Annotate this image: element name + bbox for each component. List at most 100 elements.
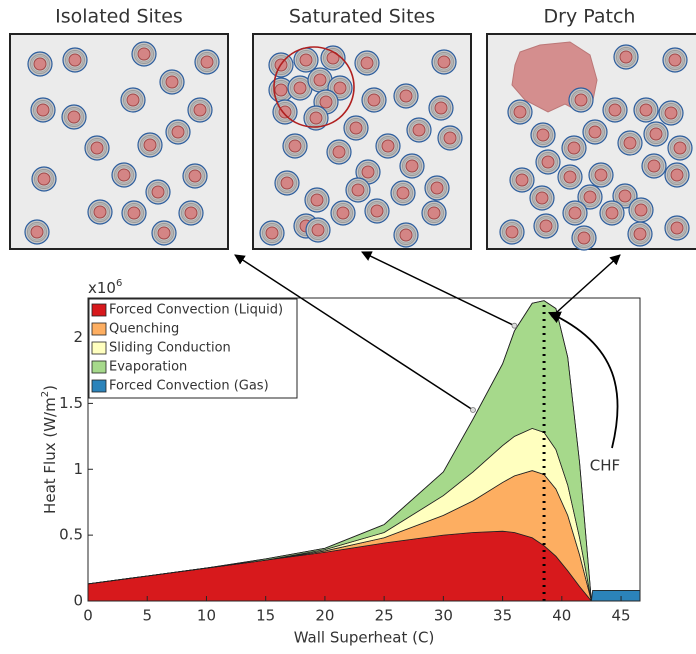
bubble-ring — [310, 70, 330, 90]
bubble — [424, 175, 450, 201]
bubble — [131, 41, 157, 67]
bubble — [562, 200, 588, 226]
bubble-ring — [124, 91, 142, 109]
bubble-ring — [272, 56, 290, 74]
bubble — [111, 162, 137, 188]
bubble-ring — [349, 181, 367, 199]
bubble-core — [36, 103, 50, 117]
bubble — [530, 122, 556, 148]
legend-label: Quenching — [109, 322, 179, 337]
bubble — [282, 133, 308, 159]
bubble-core — [673, 141, 687, 155]
bubble-ring — [645, 157, 663, 175]
bubble-core — [605, 206, 619, 220]
bubble-ring — [616, 47, 636, 67]
x-tick-label: 20 — [315, 607, 334, 625]
bubble-ring — [620, 133, 640, 153]
bubble-ring — [308, 220, 328, 240]
bubble-ring — [502, 222, 522, 242]
bubble-ring — [632, 201, 650, 219]
bubble-core — [333, 81, 347, 95]
x-tick-label: 25 — [375, 607, 394, 625]
bubble-ring — [668, 219, 686, 237]
bubble-core — [67, 110, 81, 124]
y-axis-label-part: ) — [41, 385, 59, 391]
bubble-core — [332, 145, 346, 159]
bubble — [24, 219, 50, 245]
bubble-ring — [330, 143, 348, 161]
bubble-core — [608, 103, 622, 117]
bubble-ring — [396, 225, 416, 245]
x-tick-label: 0 — [83, 607, 93, 625]
bubble-ring — [331, 79, 349, 97]
bubble-core — [93, 205, 107, 219]
bubble — [571, 225, 597, 251]
bubble-core — [293, 81, 307, 95]
bubble-core — [399, 228, 413, 242]
bubble-ring — [90, 202, 110, 222]
bubble-core — [351, 183, 365, 197]
y-tick-label: 2 — [73, 328, 83, 346]
legend-swatch — [91, 341, 107, 355]
bubble-ring — [358, 54, 376, 72]
bubble-core — [157, 226, 171, 240]
bubble-core — [370, 204, 384, 218]
bubble-core — [536, 128, 550, 142]
bubble-core — [396, 186, 410, 200]
bubble-ring — [346, 118, 366, 138]
bubble-ring — [307, 190, 327, 210]
bubble — [568, 87, 594, 113]
bubble-ring — [646, 124, 666, 144]
bubble — [658, 100, 684, 126]
bubble-ring — [393, 183, 413, 203]
panel-arrow — [361, 251, 515, 327]
bubble-core — [280, 176, 294, 190]
panel-arrow — [553, 254, 621, 316]
legend-label: Forced Convection (Liquid) — [109, 303, 283, 318]
bubble — [165, 119, 191, 145]
y-multiplier-base: x10 — [88, 279, 116, 297]
bubble-core — [427, 206, 441, 220]
legend-box — [88, 298, 298, 399]
bubble — [535, 149, 561, 175]
bubble-core — [405, 159, 419, 173]
bubble — [393, 83, 419, 109]
bubble-core — [200, 55, 214, 69]
bubble — [354, 50, 380, 76]
bubble-core — [588, 125, 602, 139]
x-tick-label: 45 — [612, 607, 631, 625]
bubble-ring — [367, 201, 387, 221]
bubble-core — [623, 136, 637, 150]
bubble-ring — [348, 180, 368, 200]
bubble-ring — [636, 100, 656, 120]
bubble — [533, 213, 559, 239]
x-tick-label: 40 — [552, 607, 571, 625]
bubble-ring — [666, 51, 684, 69]
bubble — [662, 47, 688, 73]
bubble-ring — [358, 162, 378, 182]
bubble — [406, 117, 432, 143]
bubble-ring — [571, 90, 591, 110]
bubble-core — [664, 106, 678, 120]
bubble-core — [311, 223, 325, 237]
bubble-ring — [662, 104, 680, 122]
bubble-ring — [308, 191, 326, 209]
bubble-ring — [290, 78, 310, 98]
bubble-core — [618, 189, 632, 203]
bubble — [428, 95, 454, 121]
bubble-ring — [271, 55, 291, 75]
y-axis-label: Heat Flux (W/m2) — [40, 385, 59, 514]
bubble-ring — [34, 169, 54, 189]
bubble-ring — [560, 167, 580, 187]
y-multiplier-exponent: 6 — [116, 278, 122, 289]
bubble-ring — [670, 138, 690, 158]
bubble — [399, 153, 425, 179]
bubble — [87, 199, 113, 225]
bubble-ring — [185, 166, 205, 186]
bubble-ring — [64, 107, 84, 127]
bubble-ring — [441, 129, 459, 147]
legend-label: Evaporation — [109, 360, 187, 375]
bubble — [390, 180, 416, 206]
bubble — [617, 130, 643, 156]
bubble-ring — [309, 221, 327, 239]
